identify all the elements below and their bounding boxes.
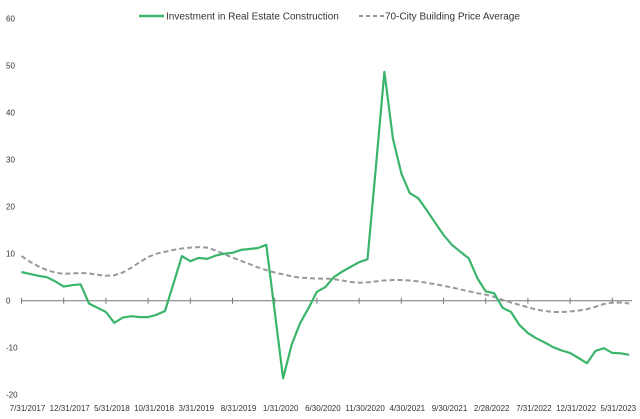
series-line-investment [21, 70, 630, 380]
x-tick-label: 7/31/2017 [10, 404, 46, 413]
x-tick-label: 12/31/2022 [556, 404, 597, 413]
x-tick-label: 2/28/2022 [474, 404, 510, 413]
y-tick-label: -20 [6, 391, 18, 400]
x-tick-label: 9/30/2021 [432, 404, 468, 413]
series-lines [20, 70, 630, 380]
y-tick-label: 30 [6, 156, 15, 165]
y-tick-label: 20 [6, 203, 15, 212]
x-axis-tick-labels: 7/31/2017 12/31/2017 5/31/2018 10/31/2018 3/… [10, 404, 637, 413]
series-line-price-average [20, 246, 630, 313]
x-tick-label: 8/31/2019 [221, 404, 257, 413]
x-axis [21, 297, 632, 304]
x-tick-label: 5/31/2018 [94, 404, 130, 413]
x-tick-label: 1/31/2020 [263, 404, 299, 413]
x-tick-label: 7/31/2022 [516, 404, 552, 413]
y-axis-tick-labels: 60 50 40 30 20 10 0 -10 -20 [6, 15, 18, 400]
legend: Investment in Real Estate Construction 7… [139, 12, 520, 23]
x-tick-label: 4/30/2021 [390, 404, 426, 413]
x-tick-label: 11/30/2020 [345, 404, 385, 413]
x-tick-label: 5/31/2023 [601, 404, 637, 413]
y-tick-label: 60 [6, 15, 15, 24]
x-tick-label: 12/31/2017 [50, 404, 91, 413]
x-tick-label: 10/31/2018 [134, 404, 175, 413]
x-tick-label: 3/31/2019 [179, 404, 215, 413]
y-tick-label: 0 [6, 297, 11, 306]
legend-label-price-average: 70-City Building Price Average [385, 12, 520, 23]
y-tick-label: 10 [6, 250, 15, 259]
y-tick-label: 40 [6, 109, 15, 118]
x-tick-label: 6/30/2020 [305, 404, 341, 413]
y-tick-label: 50 [6, 62, 15, 71]
legend-label-investment: Investment in Real Estate Construction [166, 12, 339, 23]
y-tick-label: -10 [6, 344, 18, 353]
